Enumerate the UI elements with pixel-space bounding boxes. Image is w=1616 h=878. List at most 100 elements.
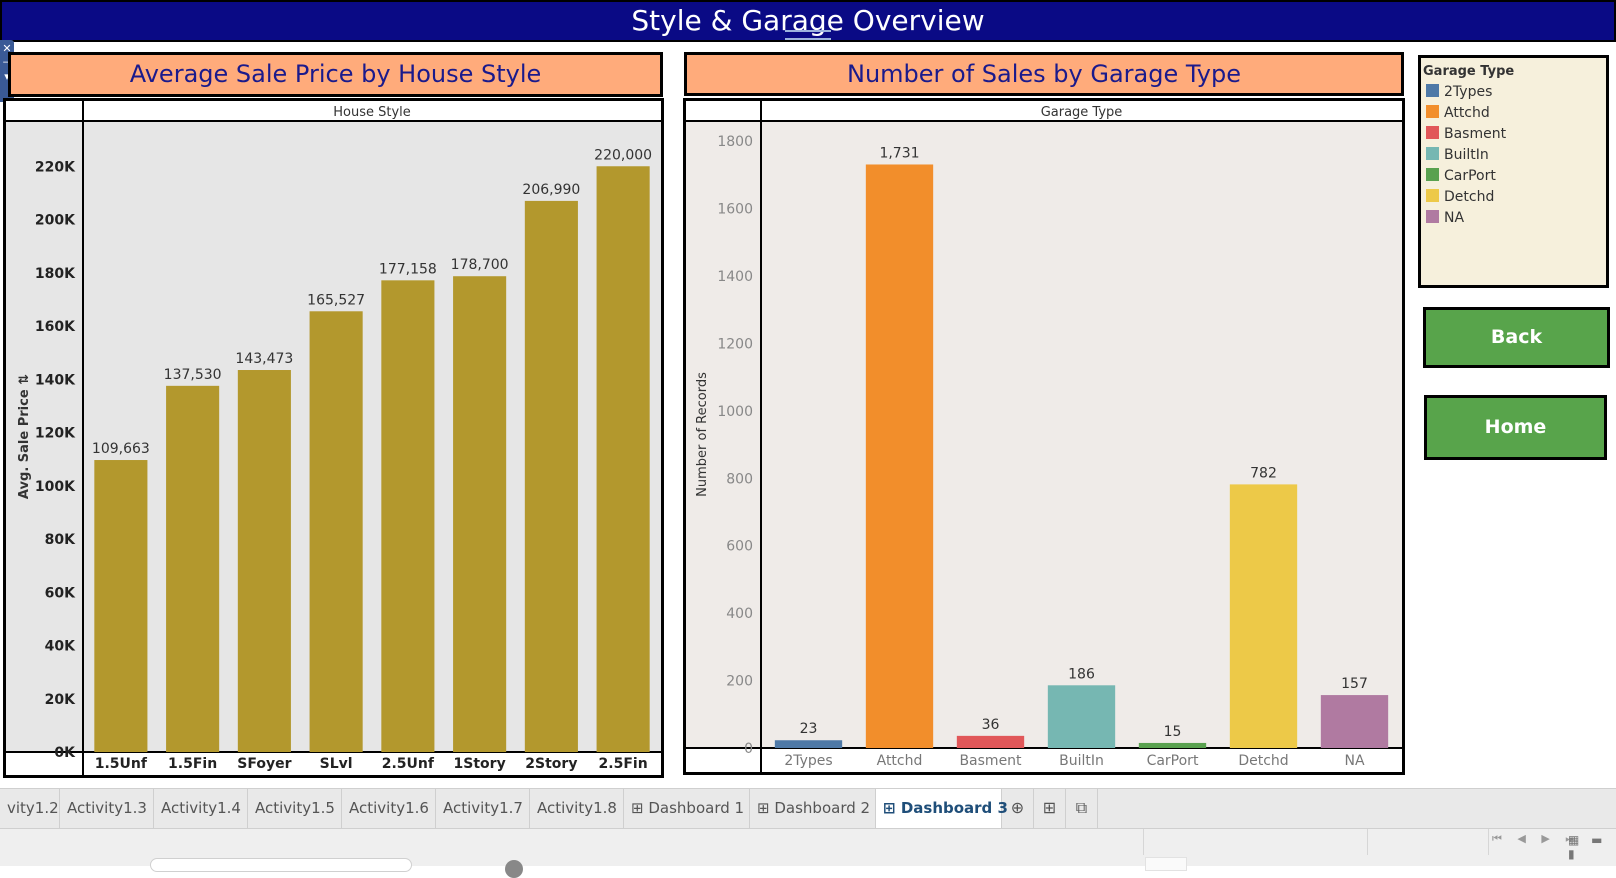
- legend-item[interactable]: NA: [1426, 210, 1464, 228]
- legend-swatch: [1426, 210, 1439, 223]
- y-tick-label: 200: [726, 674, 753, 690]
- tab-label: Activity1.8: [537, 799, 617, 817]
- back-button[interactable]: Back: [1423, 307, 1610, 368]
- x-tick-label: Detchd: [1238, 753, 1288, 769]
- tab-activity-1-3[interactable]: Activity1.3: [60, 789, 154, 828]
- close-icon[interactable]: ✕: [2, 42, 12, 55]
- bar: [865, 164, 934, 749]
- x-axis-band: [6, 752, 661, 775]
- x-tick-label: 2Types: [784, 753, 832, 769]
- bar-value-label: 782: [1250, 465, 1277, 481]
- tab-label: Activity1.7: [443, 799, 523, 817]
- bar: [381, 280, 435, 752]
- legend-item[interactable]: 2Types: [1426, 84, 1492, 102]
- y-tick-label: 200K: [35, 213, 76, 229]
- tab-label: Activity1.6: [349, 799, 429, 817]
- x-tick-label: BuiltIn: [1059, 753, 1104, 769]
- y-tick-label: 20K: [45, 692, 76, 708]
- taskbar-app-icon[interactable]: [505, 860, 523, 878]
- legend-label: 2Types: [1444, 84, 1493, 100]
- y-tick-label: 100K: [35, 479, 76, 495]
- bar: [774, 740, 843, 748]
- new-dashboard-icon[interactable]: ⊞: [1034, 789, 1066, 828]
- new-story-icon[interactable]: ⧉: [1066, 789, 1098, 828]
- legend-swatch: [1426, 168, 1439, 181]
- tab-dashboard-3[interactable]: ⊞ Dashboard 3: [876, 789, 1008, 828]
- x-tick-label: 1Story: [454, 756, 506, 772]
- x-tick-label: 2Story: [525, 756, 577, 772]
- new-worksheet-icon[interactable]: ⊕: [1002, 789, 1034, 828]
- tab-label: Dashboard 3: [900, 799, 1008, 817]
- legend-swatch: [1426, 189, 1439, 202]
- bar: [1047, 685, 1116, 748]
- x-tick-label: CarPort: [1147, 753, 1199, 769]
- bar: [166, 385, 220, 752]
- tab-dashboard-1[interactable]: ⊞ Dashboard 1: [624, 789, 750, 828]
- tab-label: vity1.2: [7, 799, 59, 817]
- bar: [453, 276, 507, 752]
- y-tick-label: 140K: [35, 372, 76, 388]
- garage-type-legend[interactable]: Garage Type 2Types Attchd Basment BuiltI…: [1418, 55, 1609, 288]
- bar-value-label: 23: [800, 721, 818, 737]
- chevron-down-icon[interactable]: ▾: [4, 70, 10, 83]
- legend-item[interactable]: Detchd: [1426, 189, 1494, 207]
- taskbar-search-field[interactable]: [150, 858, 412, 872]
- status-divider: [1367, 829, 1368, 855]
- left-chart-title: Average Sale Price by House Style: [8, 52, 663, 97]
- y-tick-label: 40K: [45, 639, 76, 655]
- x-tick-label: 1.5Fin: [168, 756, 217, 772]
- y-axis-label: Avg. Sale Price ⇅: [17, 374, 32, 499]
- taskbar-item[interactable]: [1145, 857, 1187, 871]
- x-tick-label: 2.5Unf: [382, 756, 435, 772]
- y-tick-label: 600: [726, 539, 753, 555]
- plot-area: [761, 121, 1402, 748]
- legend-swatch: [1426, 105, 1439, 118]
- column-header-label: House Style: [333, 105, 411, 120]
- y-tick-label: 160K: [35, 319, 76, 335]
- column-header-band: [6, 101, 661, 121]
- legend-label: BuiltIn: [1444, 147, 1489, 163]
- tab-label: Dashboard 1: [648, 799, 745, 817]
- page-navigation-icons[interactable]: ⏮ ◀ ▶ ⏭: [1492, 832, 1582, 845]
- drag-grip[interactable]: [785, 30, 831, 40]
- column-header-label: Garage Type: [1041, 105, 1123, 120]
- x-tick-label: SFoyer: [237, 756, 291, 772]
- bar-value-label: 206,990: [522, 182, 580, 198]
- legend-item[interactable]: Attchd: [1426, 105, 1490, 123]
- tab-activity-1-6[interactable]: Activity1.6: [342, 789, 436, 828]
- legend-label: CarPort: [1444, 168, 1496, 184]
- tab-dashboard-2[interactable]: ⊞ Dashboard 2: [750, 789, 876, 828]
- y-tick-label: 1600: [717, 202, 753, 218]
- tab-activity-1-4[interactable]: Activity1.4: [154, 789, 248, 828]
- tab-activity-1-7[interactable]: Activity1.7: [436, 789, 530, 828]
- y-tick-label: 1800: [717, 134, 753, 150]
- tab-activity-1-8[interactable]: Activity1.8: [530, 789, 624, 828]
- dashboard-icon: ⊞: [883, 799, 896, 817]
- bar: [596, 166, 650, 752]
- garage-sales-bar-chart: Garage Type 0 200 400 600 800 1000 1200 1400 1600…: [686, 101, 1402, 772]
- view-mode-icons[interactable]: ▦ ▬ ▮: [1568, 833, 1607, 861]
- legend-swatch: [1426, 126, 1439, 139]
- legend-swatch: [1426, 147, 1439, 160]
- y-tick-label: 80K: [45, 532, 76, 548]
- status-divider: [1488, 829, 1489, 855]
- y-tick-label: 0K: [54, 745, 76, 761]
- tab-activity-1-2[interactable]: vity1.2: [0, 789, 60, 828]
- home-button[interactable]: Home: [1424, 395, 1607, 460]
- pin-icon[interactable]: ⊣: [2, 56, 12, 69]
- right-chart-title: Number of Sales by Garage Type: [684, 52, 1404, 96]
- y-axis-label: Number of Records: [695, 372, 710, 497]
- bar: [1138, 742, 1207, 748]
- bar-value-label: 165,527: [307, 292, 365, 308]
- dashboard-icon: ⊞: [631, 799, 644, 817]
- x-tick-label: 2.5Fin: [599, 756, 648, 772]
- y-tick-label: 1400: [717, 269, 753, 285]
- legend-item[interactable]: Basment: [1426, 126, 1506, 144]
- legend-item[interactable]: CarPort: [1426, 168, 1496, 186]
- bar: [956, 735, 1025, 748]
- bar-value-label: 178,700: [451, 257, 509, 273]
- legend-item[interactable]: BuiltIn: [1426, 147, 1489, 165]
- bar-value-label: 137,530: [164, 367, 222, 383]
- tab-activity-1-5[interactable]: Activity1.5: [248, 789, 342, 828]
- y-tick-label: 220K: [35, 159, 76, 175]
